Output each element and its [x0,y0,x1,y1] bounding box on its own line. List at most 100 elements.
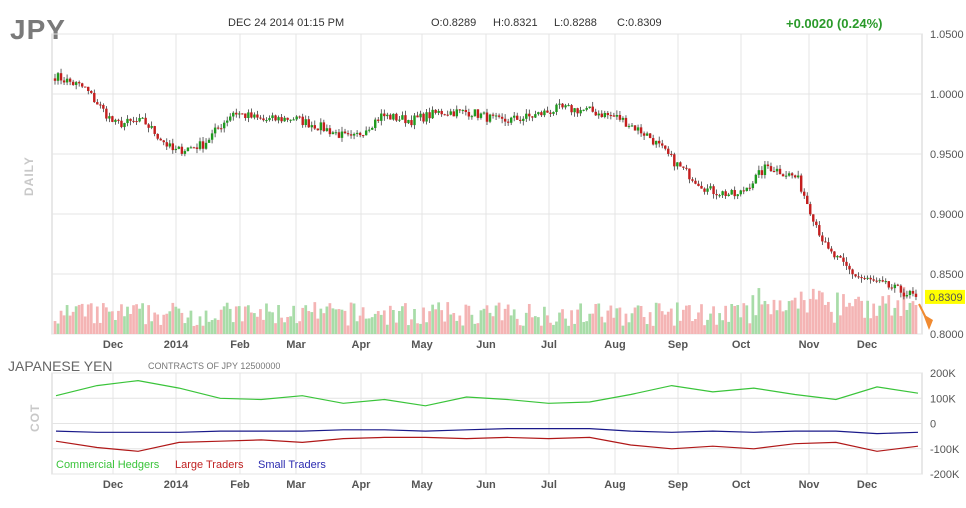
volume-bar [642,317,646,334]
volume-bar [543,306,546,334]
candle-body [742,190,745,192]
candle-body [872,279,875,281]
volume-bar [567,325,570,334]
price-month-label: Nov [799,339,821,351]
volume-bar [141,303,144,334]
candle-body [370,127,374,130]
volume-bar [675,302,679,334]
candle-body [177,146,181,149]
volume-bar [751,295,755,334]
candle-body [117,119,120,121]
candle-body [512,115,516,118]
candle-body [630,125,634,127]
candle-body [108,116,111,119]
candle-body [621,117,625,120]
candle-body [848,265,851,270]
volume-bar [186,317,190,334]
volume-bar [292,305,296,334]
volume-bar [159,324,163,334]
candle-body [796,175,800,178]
volume-bar [53,321,57,334]
candle-body [757,170,761,175]
volume-bar [461,325,465,334]
candle-body [250,112,253,118]
volume-bar [724,305,728,334]
volume-bar [370,317,374,334]
volume-bar [691,321,694,334]
volume-bar [470,314,474,334]
volume-bar [654,302,658,334]
candle-body [893,284,897,289]
volume-bar [231,322,235,334]
price-month-label: Dec [857,339,877,351]
volume-bar [769,314,773,334]
volume-bar [280,317,283,334]
candle-body [419,113,422,118]
volume-bar [388,305,392,334]
candle-body [262,118,265,121]
candle-body [219,128,223,130]
candle-body [491,114,495,116]
candle-body [618,115,622,120]
volume-bar [101,303,105,334]
volume-bar [663,314,667,334]
volume-bar [313,302,317,334]
volume-bar [443,321,447,334]
candle-body [851,269,854,275]
volume-bar [204,310,208,334]
candle-body [799,175,803,192]
volume-bar [836,292,839,334]
volume-bar [509,315,513,334]
volume-bar [748,323,752,334]
candle-body [413,115,416,126]
cot-month-label: Sep [668,479,688,491]
volume-bar [485,305,489,334]
candle-body [500,116,504,119]
volume-bar [464,304,468,334]
volume-bar [431,304,434,334]
candle-body [778,168,782,175]
volume-bar [398,311,401,334]
volume-bar [530,317,534,334]
candle-body [328,128,332,135]
legend-large-traders: Large Traders [175,459,244,471]
candle-body [313,125,317,129]
volume-bar [784,310,788,334]
volume-bar [830,311,833,334]
candle-body [896,284,900,286]
candle-body [558,103,561,105]
volume-bar [585,321,589,334]
candle-body [715,194,718,196]
volume-bar [189,310,193,334]
volume-bar [373,313,377,334]
volume-bar [576,309,579,334]
volume-bar [896,300,900,334]
candle-body [802,191,806,196]
price-month-label: Mar [286,339,306,351]
candle-body [225,120,229,123]
volume-bar [361,307,365,334]
price-panel-frame [51,33,923,335]
volume-bar [114,319,117,334]
volume-bar [286,316,289,334]
volume-bar [902,286,906,334]
candle-body [84,86,87,88]
volume-bar [98,322,102,334]
volume-bar [337,309,341,334]
small-traders-line [55,428,919,435]
candle-body [564,105,567,108]
candle-body [573,108,576,113]
candle-body [144,117,147,125]
candle-body [775,168,779,172]
candle-body [914,293,918,297]
candle-body [860,277,863,279]
volume-bar [911,301,915,334]
candle-body [552,111,555,114]
volume-bar [437,302,441,334]
candle-body [682,166,685,168]
candle-body [132,120,135,122]
candle-body [232,112,235,117]
volume-bar [799,291,803,334]
volume-bar [633,307,637,334]
